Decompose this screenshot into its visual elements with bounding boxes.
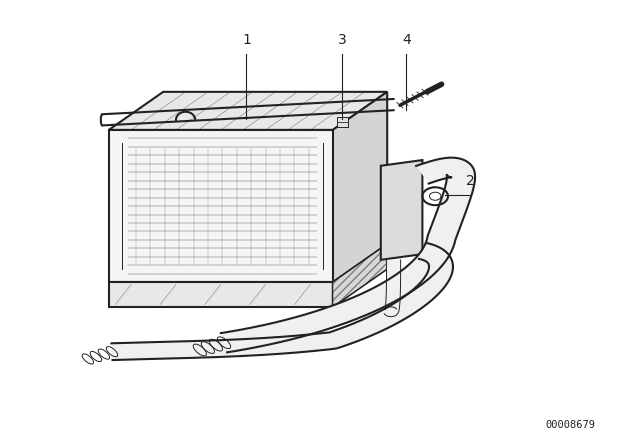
Polygon shape — [111, 243, 453, 360]
Text: 00008679: 00008679 — [545, 420, 595, 430]
Polygon shape — [109, 282, 333, 307]
Text: 3: 3 — [338, 33, 347, 47]
Polygon shape — [384, 260, 401, 317]
Polygon shape — [333, 244, 387, 307]
Polygon shape — [381, 160, 422, 260]
Text: 4: 4 — [402, 33, 411, 47]
Polygon shape — [333, 244, 387, 307]
Bar — [337, 117, 348, 127]
Polygon shape — [333, 92, 387, 282]
Polygon shape — [109, 130, 333, 282]
Polygon shape — [109, 92, 387, 130]
Text: 1: 1 — [242, 33, 251, 47]
Polygon shape — [221, 158, 475, 352]
Text: 2: 2 — [466, 174, 475, 188]
